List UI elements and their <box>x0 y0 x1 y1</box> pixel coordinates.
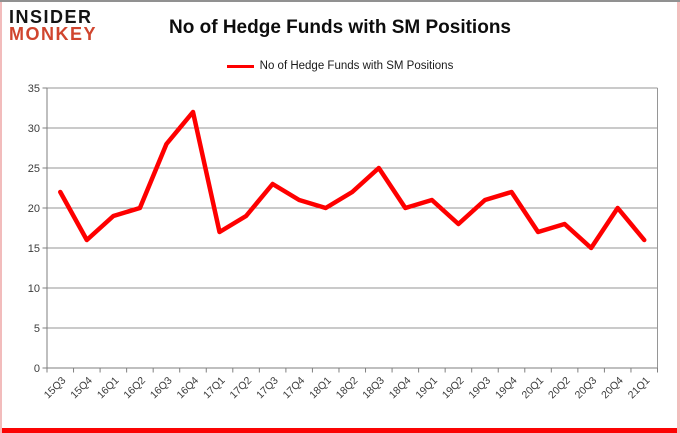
x-axis-label: 15Q4 <box>68 375 95 402</box>
y-axis-label: 30 <box>28 123 40 135</box>
x-axis-label: 20Q2 <box>546 375 573 402</box>
x-axis-label: 16Q4 <box>174 375 201 402</box>
legend-label: No of Hedge Funds with SM Positions <box>259 60 454 72</box>
logo-text-monkey: MONKEY <box>9 23 98 44</box>
y-axis-label: 35 <box>28 83 40 95</box>
chart-title: No of Hedge Funds with SM Positions <box>169 17 511 38</box>
x-axis-label: 18Q2 <box>334 375 361 402</box>
x-axis-label: 16Q2 <box>121 375 148 402</box>
data-line <box>58 109 647 251</box>
x-axis-label: 17Q3 <box>254 375 281 402</box>
x-axis-label: 17Q1 <box>201 375 228 402</box>
x-axis-label: 20Q1 <box>520 375 547 402</box>
y-axis-label: 25 <box>28 163 40 175</box>
x-axis-label: 15Q3 <box>42 375 69 402</box>
x-axis-label: 21Q1 <box>626 375 653 402</box>
y-axis-label: 0 <box>34 363 40 375</box>
y-axis-label: 5 <box>34 323 40 335</box>
x-axis-label: 16Q3 <box>148 375 175 402</box>
x-axis-label: 19Q3 <box>466 375 493 402</box>
y-axis-label: 10 <box>28 283 40 295</box>
insider-monkey-logo: INSIDER MONKEY <box>9 7 98 44</box>
x-axis-label: 20Q3 <box>573 375 600 402</box>
x-axis-label: 18Q4 <box>387 375 414 402</box>
legend-line-swatch <box>226 64 254 68</box>
x-axis-label: 18Q1 <box>307 375 334 402</box>
x-axis-label: 20Q4 <box>599 375 626 402</box>
y-axis-label: 15 <box>28 243 40 255</box>
y-axis-label: 20 <box>28 203 40 215</box>
legend: No of Hedge Funds with SM Positions <box>0 60 680 72</box>
logo-text-insider: INSIDER <box>9 7 93 27</box>
x-axis-label: 19Q4 <box>493 375 520 402</box>
x-axis-label: 19Q1 <box>413 375 440 402</box>
x-axis-label: 19Q2 <box>440 375 467 402</box>
x-axis-label: 16Q1 <box>95 375 122 402</box>
x-axis-label: 17Q4 <box>281 375 308 402</box>
x-axis-label: 17Q2 <box>228 375 255 402</box>
x-axis-label: 18Q3 <box>360 375 387 402</box>
